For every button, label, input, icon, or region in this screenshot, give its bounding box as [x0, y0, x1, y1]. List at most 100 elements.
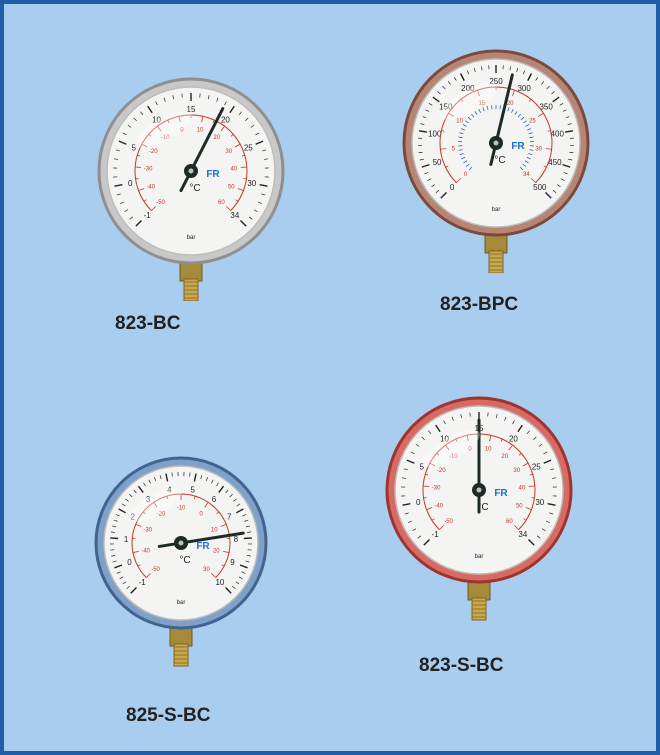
temp-tick — [528, 98, 532, 102]
inner-blue-tick — [523, 120, 527, 124]
temp-tick — [178, 116, 181, 123]
outer-scale-label: -1 — [432, 530, 440, 539]
outer-tick — [115, 149, 120, 152]
outer-tick — [165, 473, 169, 482]
outer-tick — [424, 172, 429, 175]
outer-tick — [522, 70, 526, 75]
outer-tick — [225, 587, 232, 594]
temp-unit-text: °C — [189, 183, 200, 194]
temp-tick — [220, 523, 227, 527]
outer-scale-label: 400 — [551, 129, 565, 138]
outer-tick — [153, 477, 157, 482]
pressure-unit-text: bar — [475, 554, 484, 560]
outer-tick — [200, 475, 203, 480]
outer-tick — [512, 420, 515, 425]
outer-tick — [140, 111, 144, 115]
inner-blue-tick — [458, 149, 463, 151]
outer-scale-label: 30 — [535, 498, 544, 507]
outer-tick — [412, 528, 417, 532]
outer-tick — [543, 459, 552, 464]
temp-scale-label: -10 — [177, 506, 186, 512]
outer-scale-label: 0 — [416, 498, 421, 507]
inner-blue-tick — [460, 128, 465, 131]
outer-tick — [481, 66, 483, 71]
outer-tick — [112, 560, 117, 563]
outer-scale-label: 300 — [517, 84, 531, 93]
outer-tick — [517, 424, 523, 433]
inner-blue-tick — [482, 107, 485, 112]
gauge-823-bc: -1 0 5 10 15 20 25 30 34 -50 -40 -30 -20 -10 0 10 20 30 40… — [96, 76, 286, 301]
temp-scale-label: 10 — [211, 528, 218, 534]
outer-tick — [262, 149, 267, 152]
temp-scale-label: -20 — [149, 149, 158, 155]
inner-blue-tick — [468, 166, 473, 171]
inner-blue-tick — [471, 113, 475, 118]
temp-scale-label: 10 — [485, 446, 492, 452]
temp-scale-label: 15 — [478, 101, 485, 107]
outer-scale-label: 8 — [234, 535, 239, 544]
outer-tick — [239, 564, 248, 569]
outer-tick — [147, 105, 153, 114]
outer-tick — [453, 76, 457, 81]
temp-tick — [166, 495, 169, 500]
temp-scale-label: 50 — [516, 504, 523, 510]
inner-blue-tick — [526, 156, 531, 160]
outer-tick — [562, 109, 567, 112]
outer-scale-label: 3 — [146, 495, 151, 504]
outer-tick — [118, 140, 127, 145]
outer-tick — [127, 124, 132, 128]
outer-tick — [233, 498, 237, 502]
outer-tick — [473, 67, 476, 73]
outer-tick — [562, 163, 571, 168]
outer-tick — [428, 430, 432, 434]
outer-tick — [552, 96, 560, 103]
outer-tick — [110, 537, 119, 540]
outer-scale-label: 6 — [212, 495, 217, 504]
outer-scale-label: 5 — [131, 143, 136, 152]
temp-scale-label: -30 — [432, 485, 441, 491]
temp-scale-label: 40 — [519, 485, 526, 491]
outer-tick — [245, 117, 249, 122]
outer-tick — [244, 519, 249, 522]
outer-tick — [402, 502, 411, 506]
temp-tick — [523, 518, 527, 521]
temp-scale-label: -10 — [449, 454, 458, 460]
outer-tick — [243, 537, 252, 540]
outer-scale-label: 10 — [152, 115, 161, 124]
outer-tick — [437, 91, 441, 95]
outer-scale-label: 150 — [439, 103, 453, 112]
inner-blue-tick — [528, 132, 533, 135]
inner-blue-tick — [459, 153, 464, 156]
inner-blue-tick — [527, 128, 532, 131]
outer-tick — [172, 95, 175, 100]
outer-tick — [113, 158, 118, 160]
outer-tick — [550, 468, 555, 471]
glass-highlight — [134, 110, 192, 149]
temp-tick — [157, 125, 162, 132]
outer-scale-label: 15 — [187, 105, 196, 114]
temp-tick — [456, 178, 461, 183]
temp-scale-label: 0 — [180, 127, 184, 133]
inner-blue-tick — [478, 108, 481, 113]
product-label-823-bpc: 823-BPC — [440, 294, 519, 315]
temp-scale-label: 5 — [452, 146, 456, 152]
outer-scale-label: 250 — [489, 77, 503, 86]
outer-tick — [114, 183, 123, 187]
temp-tick — [439, 525, 444, 530]
temp-tick — [143, 199, 147, 202]
temp-tick — [429, 462, 436, 467]
inner-blue-tick — [519, 166, 524, 171]
temp-tick — [547, 130, 551, 132]
temp-scale-label: 30 — [513, 468, 520, 474]
temp-scale-label: -40 — [141, 549, 150, 555]
outer-tick — [240, 220, 247, 227]
temp-scale-label: 30 — [203, 567, 210, 573]
temp-tick — [440, 148, 447, 150]
inner-blue-tick — [514, 111, 518, 115]
outer-scale-label: 20 — [221, 115, 230, 124]
temp-scale-label: 30 — [535, 146, 542, 152]
temp-tick — [431, 518, 435, 521]
temp-tick — [436, 453, 440, 456]
outer-tick — [565, 130, 574, 133]
outer-tick — [133, 489, 137, 494]
